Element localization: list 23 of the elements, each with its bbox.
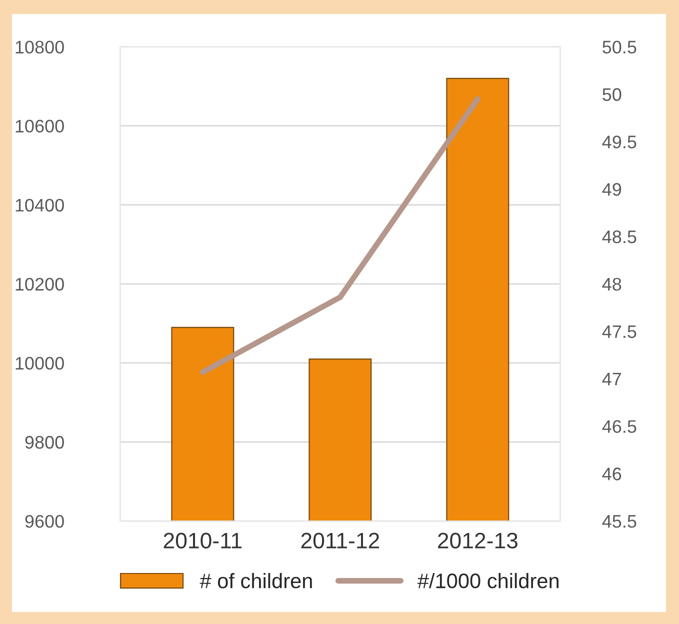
y2-tick-label: 50 (602, 88, 622, 101)
y-tick-label: 10400 (16, 198, 64, 212)
legend-label: # of children (200, 572, 312, 588)
y2-tick-label: 46 (602, 468, 622, 480)
y2-tick-label: 45.5 (602, 515, 636, 528)
y2-tick-label: 50.5 (602, 40, 636, 54)
y2-tick-label: 48.5 (602, 230, 636, 244)
y-tick-label: 9600 (25, 514, 64, 528)
legend-label: #/1000 children (417, 572, 558, 588)
y2-tick-label: 46.5 (602, 420, 636, 433)
x-tick-label: 2012-13 (438, 532, 518, 548)
x-tick-label: 2010-11 (164, 532, 242, 548)
y2-tick-label: 49 (602, 183, 622, 196)
y-tick-label: 9800 (25, 436, 64, 449)
y2-tick-label: 47 (602, 372, 622, 386)
y2-tick-label: 49.5 (602, 136, 636, 148)
y2-tick-label: 48 (602, 278, 622, 291)
y2-tick-label: 47.5 (602, 325, 636, 338)
y-tick-label: 10000 (16, 356, 64, 370)
x-tick-label: 2011-12 (301, 532, 380, 548)
y-tick-label: 10200 (16, 278, 64, 291)
y-tick-label: 10600 (16, 120, 64, 133)
y-tick-label: 10800 (16, 40, 64, 54)
